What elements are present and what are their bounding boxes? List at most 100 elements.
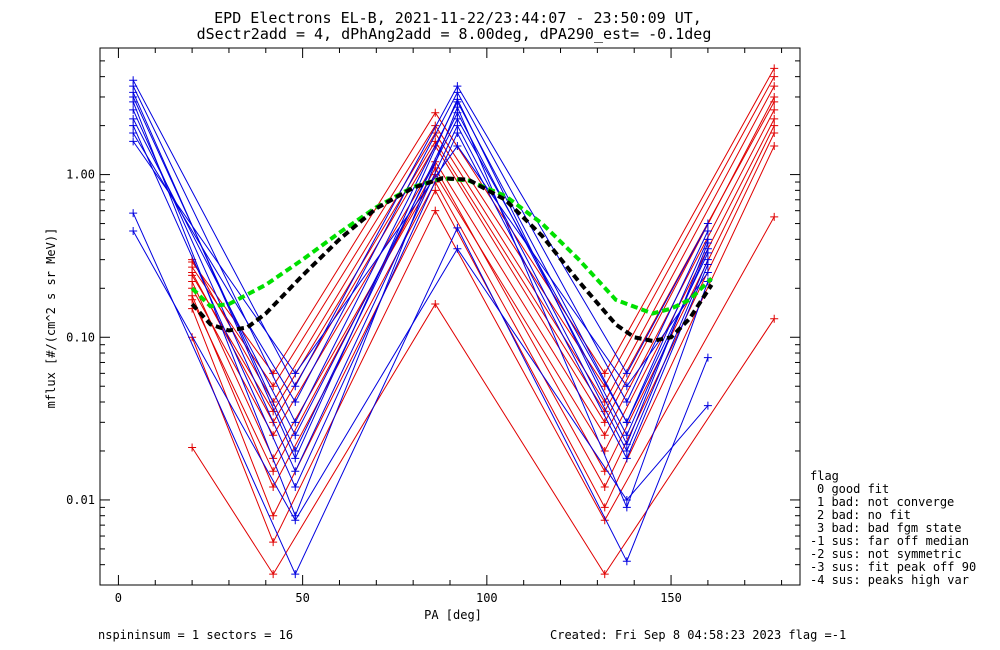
x-tick-label: 50: [295, 591, 309, 605]
data-point: [703, 219, 712, 228]
data-point: [431, 186, 440, 195]
series-line: [191, 101, 775, 413]
data-point: [770, 82, 779, 91]
legend-entry: -3 sus: fit peak off 90: [810, 560, 976, 574]
data-point: [291, 369, 300, 378]
data-point: [188, 295, 197, 304]
data-point: [453, 129, 462, 138]
data-point: [291, 454, 300, 463]
data-point: [770, 121, 779, 130]
data-point: [703, 248, 712, 257]
data-point: [622, 557, 631, 566]
footer-right: Created: Fri Sep 8 04:58:23 2023 flag =-…: [550, 628, 846, 642]
data-point: [703, 227, 712, 236]
x-tick-label: 150: [660, 591, 682, 605]
data-point: [129, 76, 138, 85]
data-point: [453, 223, 462, 232]
data-point: [129, 227, 138, 236]
data-point: [600, 483, 609, 492]
data-point: [269, 570, 278, 579]
data-point: [622, 397, 631, 406]
fit-curve: [190, 176, 713, 316]
data-point: [770, 212, 779, 221]
data-point: [703, 401, 712, 410]
data-point: [770, 105, 779, 114]
data-point: [453, 121, 462, 130]
data-point: [622, 431, 631, 440]
data-point: [770, 97, 779, 106]
data-point: [129, 137, 138, 146]
series-line: [191, 109, 775, 437]
data-point: [703, 268, 712, 277]
legend-entry: -1 sus: far off median: [810, 534, 969, 548]
series-line: [132, 230, 709, 522]
data-point: [129, 88, 138, 97]
data-point: [770, 64, 779, 73]
fit-curve: [190, 176, 714, 343]
chart-subtitle: dSectr2add = 4, dPhAng2add = 8.00deg, dP…: [197, 25, 712, 43]
data-point: [622, 454, 631, 463]
data-point: [770, 314, 779, 323]
y-axis-label: mflux [#/(cm^2 s sr MeV)]: [44, 228, 58, 409]
data-point: [291, 431, 300, 440]
data-point: [453, 95, 462, 104]
data-point: [129, 114, 138, 123]
data-point: [703, 353, 712, 362]
data-point: [291, 570, 300, 579]
x-tick-label: 100: [476, 591, 498, 605]
data-point: [770, 141, 779, 150]
legend-entry: 1 bad: not converge: [817, 495, 954, 509]
data-point: [291, 516, 300, 525]
legend-title: flag: [810, 469, 839, 483]
y-tick-label: 1.00: [66, 168, 95, 182]
data-point: [600, 570, 609, 579]
data-point: [129, 121, 138, 130]
data-point: [269, 511, 278, 520]
data-point: [453, 103, 462, 112]
data-point: [269, 467, 278, 476]
data-point: [600, 418, 609, 427]
data-point: [453, 82, 462, 91]
x-tick-label: 0: [115, 591, 122, 605]
data-point: [453, 244, 462, 253]
legend-entry: -4 sus: peaks high var: [810, 573, 969, 587]
legend-entry: 3 bad: bad fgm state: [817, 521, 962, 535]
legend-entry: 0 good fit: [817, 482, 889, 496]
data-point: [622, 495, 631, 504]
data-point: [622, 503, 631, 512]
data-point: [129, 129, 138, 138]
data-point: [600, 446, 609, 455]
data-point: [291, 446, 300, 455]
chart-title: EPD Electrons EL-B, 2021-11-22/23:44:07 …: [214, 9, 702, 27]
data-point: [291, 397, 300, 406]
data-point: [269, 538, 278, 547]
data-point: [703, 238, 712, 247]
data-point: [622, 418, 631, 427]
data-point: [703, 260, 712, 269]
data-point: [770, 129, 779, 138]
y-tick-label: 0.10: [66, 330, 95, 344]
x-axis-label: PA [deg]: [424, 608, 482, 622]
data-point: [269, 483, 278, 492]
y-tick-label: 0.01: [66, 493, 95, 507]
data-point: [431, 121, 440, 130]
data-point: [431, 300, 440, 309]
data-point: [622, 382, 631, 391]
data-point: [431, 108, 440, 117]
data-point: [188, 443, 197, 452]
footer-left: nspininsum = 1 sectors = 16: [98, 628, 293, 642]
data-point: [600, 431, 609, 440]
data-point: [291, 467, 300, 476]
data-point: [622, 369, 631, 378]
data-point: [129, 209, 138, 218]
data-point: [453, 114, 462, 123]
axes: 0 50 100 150 0.01 0.10 1.00: [66, 47, 801, 605]
series-line: [132, 101, 709, 518]
data-point: [453, 141, 462, 150]
data-point: [291, 382, 300, 391]
series-line: [191, 68, 775, 375]
data-layer: [129, 64, 779, 579]
data-point: [600, 369, 609, 378]
data-point: [188, 271, 197, 280]
